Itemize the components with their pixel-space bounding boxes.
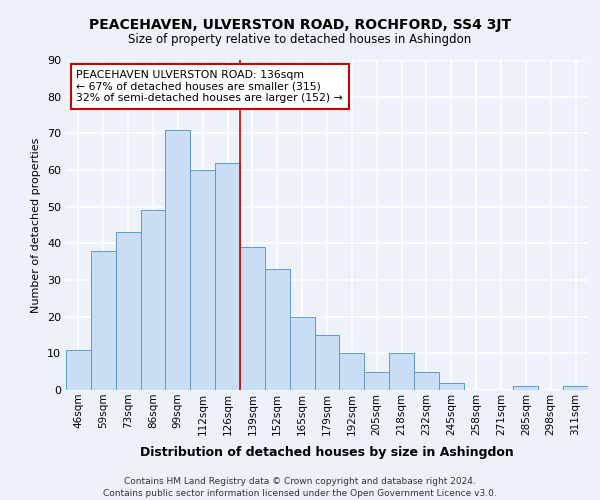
- Bar: [166, 130, 190, 390]
- Bar: [364, 372, 389, 390]
- Bar: [116, 232, 140, 390]
- Bar: [140, 210, 166, 390]
- Bar: [265, 269, 290, 390]
- Bar: [66, 350, 91, 390]
- Bar: [240, 247, 265, 390]
- Bar: [190, 170, 215, 390]
- Text: PEACEHAVEN, ULVERSTON ROAD, ROCHFORD, SS4 3JT: PEACEHAVEN, ULVERSTON ROAD, ROCHFORD, SS…: [89, 18, 511, 32]
- Text: Contains public sector information licensed under the Open Government Licence v3: Contains public sector information licen…: [103, 489, 497, 498]
- Text: Contains HM Land Registry data © Crown copyright and database right 2024.: Contains HM Land Registry data © Crown c…: [124, 478, 476, 486]
- Text: PEACEHAVEN ULVERSTON ROAD: 136sqm
← 67% of detached houses are smaller (315)
32%: PEACEHAVEN ULVERSTON ROAD: 136sqm ← 67% …: [76, 70, 343, 103]
- Bar: [340, 354, 364, 390]
- Y-axis label: Number of detached properties: Number of detached properties: [31, 138, 41, 312]
- Text: Size of property relative to detached houses in Ashingdon: Size of property relative to detached ho…: [128, 32, 472, 46]
- Bar: [514, 386, 538, 390]
- Bar: [414, 372, 439, 390]
- Bar: [314, 335, 340, 390]
- Bar: [439, 382, 464, 390]
- Bar: [215, 162, 240, 390]
- Bar: [290, 316, 314, 390]
- Bar: [389, 354, 414, 390]
- Bar: [91, 250, 116, 390]
- X-axis label: Distribution of detached houses by size in Ashingdon: Distribution of detached houses by size …: [140, 446, 514, 459]
- Bar: [563, 386, 588, 390]
